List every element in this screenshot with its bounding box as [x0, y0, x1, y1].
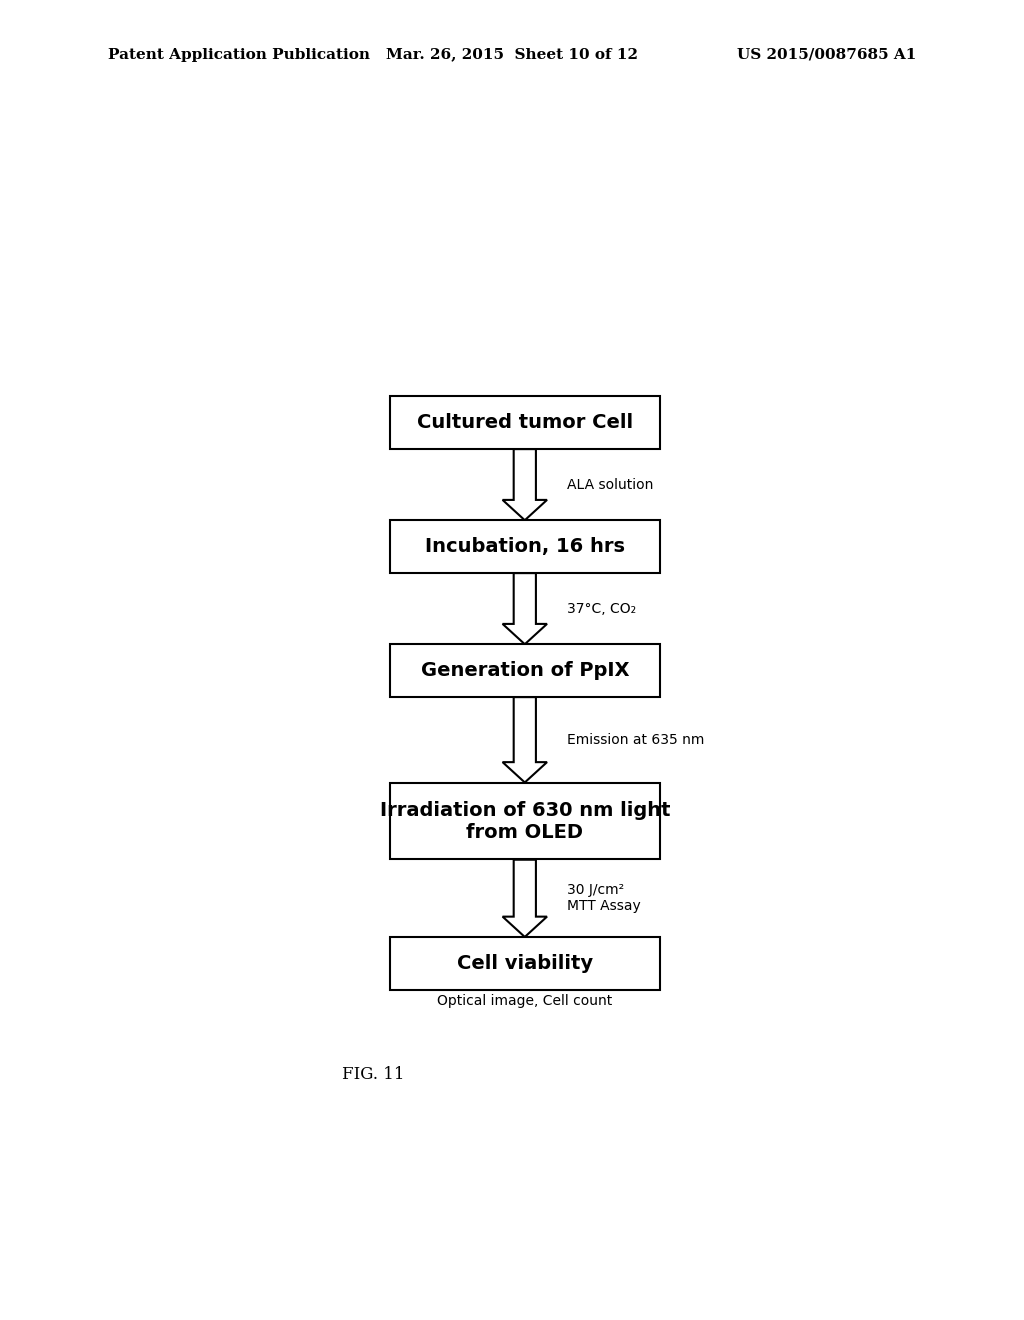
Bar — [390, 520, 659, 573]
Text: Mar. 26, 2015  Sheet 10 of 12: Mar. 26, 2015 Sheet 10 of 12 — [386, 48, 638, 62]
Bar — [390, 937, 659, 990]
Text: Emission at 635 nm: Emission at 635 nm — [567, 733, 705, 747]
Text: Optical image, Cell count: Optical image, Cell count — [437, 994, 612, 1008]
Polygon shape — [503, 697, 547, 783]
Text: Irradiation of 630 nm light
from OLED: Irradiation of 630 nm light from OLED — [380, 801, 670, 842]
Text: Incubation, 16 hrs: Incubation, 16 hrs — [425, 537, 625, 556]
Text: Cell viability: Cell viability — [457, 954, 593, 973]
Bar — [390, 644, 659, 697]
Text: FIG. 11: FIG. 11 — [342, 1067, 404, 1082]
Polygon shape — [503, 573, 547, 644]
Text: 37°C, CO₂: 37°C, CO₂ — [567, 602, 636, 615]
Text: Cultured tumor Cell: Cultured tumor Cell — [417, 413, 633, 432]
Bar — [390, 783, 659, 859]
Polygon shape — [503, 859, 547, 937]
Bar — [390, 396, 659, 449]
Text: ALA solution: ALA solution — [567, 478, 653, 491]
Text: US 2015/0087685 A1: US 2015/0087685 A1 — [737, 48, 916, 62]
Text: Generation of PpIX: Generation of PpIX — [421, 661, 629, 680]
Text: Patent Application Publication: Patent Application Publication — [108, 48, 370, 62]
Polygon shape — [503, 449, 547, 520]
Text: 30 J/cm²
MTT Assay: 30 J/cm² MTT Assay — [567, 883, 641, 913]
